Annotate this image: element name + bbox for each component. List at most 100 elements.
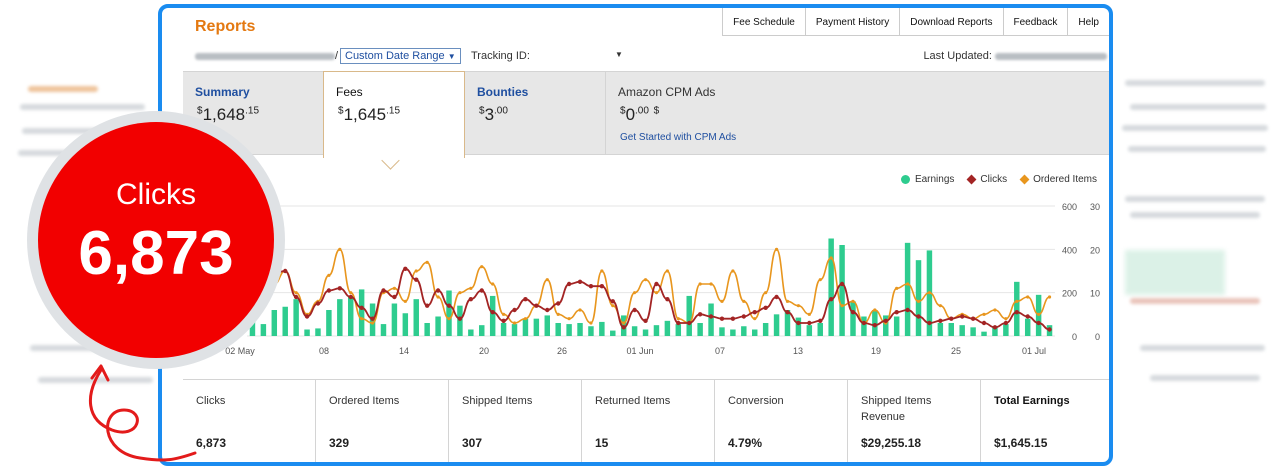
cpm-get-started-link[interactable]: Get Started with CPM Ads: [620, 132, 737, 143]
clicks-point: [949, 316, 954, 321]
clicks-point: [970, 316, 976, 321]
y-left-tick-label: 0: [1072, 332, 1077, 342]
stat-returned-value: 15: [595, 436, 609, 450]
clicks-point: [905, 307, 910, 313]
stat-ordered-items: Ordered Items 329: [315, 380, 448, 462]
clicks-point: [435, 288, 441, 293]
clicks-point: [1003, 320, 1009, 326]
earnings-bar: [806, 325, 813, 336]
earnings-bar: [664, 320, 671, 336]
stat-shipped-revenue: Shipped Items Revenue $29,255.18: [847, 380, 980, 462]
tracking-id-dropdown-icon[interactable]: ▼: [615, 50, 623, 59]
clicks-point: [883, 318, 888, 324]
payment-history-link[interactable]: Payment History: [804, 8, 899, 35]
earnings-bar: [260, 324, 267, 336]
stat-shipped-value: 307: [462, 436, 483, 450]
clicks-point: [687, 320, 692, 326]
earnings-bar: [468, 329, 474, 336]
ordered-items-point: [1004, 317, 1008, 321]
earnings-bar: [413, 299, 419, 336]
ordered-items-point: [589, 321, 593, 325]
earnings-bar: [883, 315, 889, 336]
stat-conversion: Conversion 4.79%: [714, 380, 847, 462]
clicks-point: [938, 318, 943, 324]
clicks-point: [555, 301, 561, 306]
y-right-tick-label: 0: [1095, 332, 1100, 342]
earnings-bar: [380, 324, 387, 336]
clicks-point: [752, 309, 757, 315]
ordered-items-point: [414, 269, 418, 273]
stat-revenue-value: $29,255.18: [861, 436, 922, 450]
legend-clicks-label: Clicks: [980, 174, 1008, 185]
ordered-items-point: [796, 304, 801, 308]
clicks-point: [545, 307, 550, 313]
earnings-bar: [937, 323, 944, 336]
earnings-bar: [915, 260, 922, 336]
earnings-bar: [839, 245, 845, 336]
tab-cpm-ads[interactable]: Amazon CPM Ads $0.00 $ Get Started with …: [605, 72, 1109, 154]
earnings-bar: [1014, 281, 1020, 336]
ordered-items-point: [360, 317, 364, 321]
ordered-items-point: [993, 308, 997, 312]
clicks-point: [632, 307, 637, 313]
earnings-bar: [479, 325, 485, 336]
earnings-bar: [599, 321, 605, 336]
ordered-items-point: [709, 282, 713, 286]
clicks-point: [283, 268, 288, 274]
clicks-point: [446, 303, 452, 308]
earnings-bar: [631, 326, 638, 336]
legend-clicks[interactable]: Clicks: [966, 174, 1008, 185]
ordered-items-point: [916, 299, 921, 303]
stat-ordered-value: 329: [329, 436, 350, 450]
earnings-bar: [391, 303, 398, 336]
ordered-items-point: [643, 278, 648, 282]
tab-bounties[interactable]: Bounties $3.00: [465, 72, 605, 154]
clicks-point: [839, 281, 845, 287]
stat-returned-items: Returned Items 15: [581, 380, 714, 462]
filter-row: / Custom Date Range ▼ Tracking ID: ▼ Las…: [195, 48, 1107, 68]
clicks-point: [916, 314, 921, 319]
earnings-bar: [271, 310, 278, 336]
earnings-bar: [282, 306, 288, 336]
help-link[interactable]: Help: [1067, 8, 1109, 35]
earnings-bar: [784, 310, 791, 336]
ordered-items-point: [545, 278, 549, 282]
date-range-select[interactable]: Custom Date Range ▼: [340, 48, 461, 64]
ordered-items-point: [720, 299, 724, 303]
clicks-point: [828, 296, 834, 302]
clicks-point: [785, 309, 790, 315]
clicks-point: [676, 320, 681, 326]
clicks-point: [588, 283, 594, 289]
stat-revenue-label: Shipped Items Revenue: [861, 395, 932, 423]
stat-total-value: $1,645.15: [994, 436, 1048, 450]
earnings-bar: [533, 318, 540, 336]
earnings-bar: [893, 316, 900, 336]
y-right-tick-label: 30: [1090, 202, 1100, 212]
download-reports-link[interactable]: Download Reports: [899, 8, 1002, 35]
feedback-link[interactable]: Feedback: [1002, 8, 1068, 35]
ordered-items-point: [873, 308, 877, 312]
tab-bounties-label: Bounties: [477, 85, 529, 99]
last-updated-label: Last Updated:: [923, 50, 992, 62]
earnings-bar: [708, 303, 714, 336]
stat-clicks-value: 6,873: [196, 436, 227, 450]
fee-schedule-link[interactable]: Fee Schedule: [722, 8, 805, 35]
tab-summary[interactable]: Summary $1,648.15: [183, 72, 323, 154]
earnings-bar: [992, 327, 998, 336]
ordered-items-point: [403, 299, 407, 303]
earnings-bar: [948, 323, 954, 336]
clicks-point: [457, 316, 463, 321]
ordered-items-point: [425, 260, 429, 264]
legend-earnings[interactable]: Earnings: [900, 174, 954, 185]
earnings-bar: [741, 326, 747, 336]
stat-conversion-label: Conversion: [728, 395, 784, 407]
clicks-point: [959, 314, 965, 319]
legend-ordered-items[interactable]: Ordered Items: [1019, 174, 1097, 185]
tab-fees[interactable]: Fees $1,645.15: [323, 71, 465, 158]
clicks-point: [392, 294, 397, 300]
x-tick-label: 20: [479, 346, 489, 356]
earnings-bar: [489, 295, 496, 336]
clicks-point: [315, 301, 321, 306]
ordered-items-point: [665, 269, 669, 273]
ordered-items-point: [338, 247, 342, 251]
